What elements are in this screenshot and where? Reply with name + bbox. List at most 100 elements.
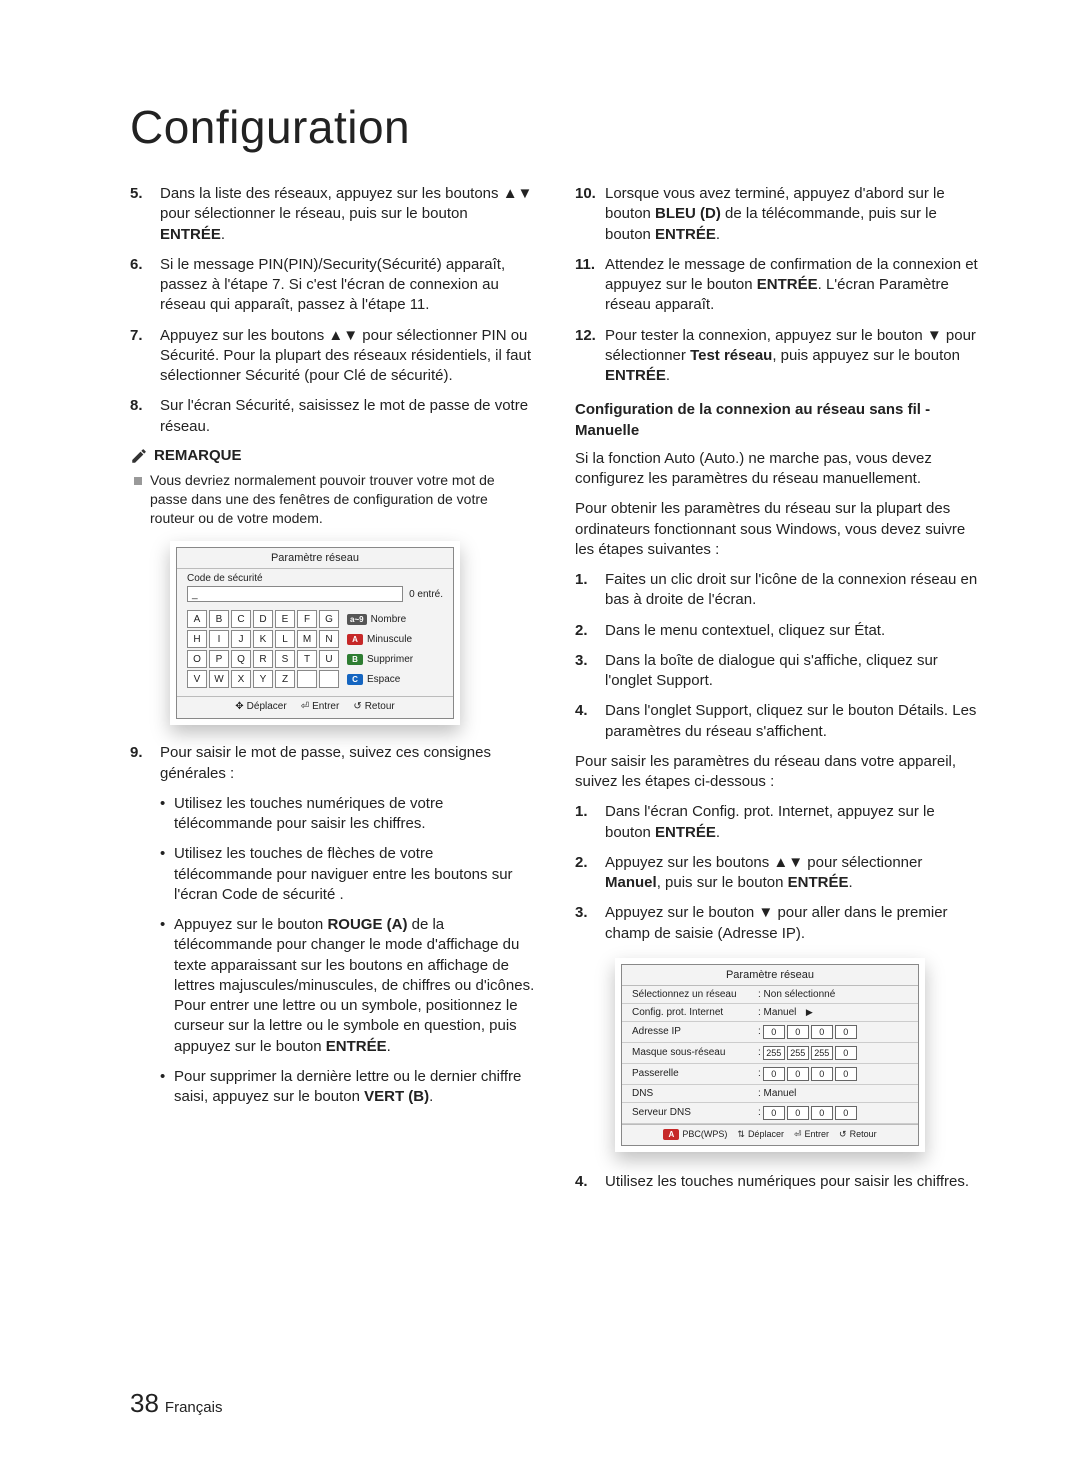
dialog-footer: A PBC(WPS) ⇅ Déplacer ⏎ Entrer ↺ Retour (622, 1124, 918, 1145)
dialog-title: Paramètre réseau (177, 548, 453, 569)
dns-value[interactable]: : Manuel (758, 1088, 908, 1099)
step-number: 4. (575, 1172, 605, 1192)
sub-text: Pour supprimer la dernière lettre ou le … (174, 1067, 535, 1108)
key-V[interactable]: V (187, 670, 207, 688)
step-number: 3. (575, 651, 605, 692)
step-number: 6. (130, 255, 160, 316)
legend-row: B Supprimer (347, 650, 413, 668)
dot-icon: • (160, 794, 174, 835)
legend-tag-icon: B (347, 654, 363, 665)
legend-row: AMinuscule (347, 630, 413, 648)
subheading: Configuration de la connexion au réseau … (575, 400, 980, 441)
step-number: 5. (130, 184, 160, 245)
chevron-right-icon: ▶ (806, 1007, 813, 1018)
ip-value[interactable]: : 0000 (758, 1025, 908, 1039)
step-text: Sur l'écran Sécurité, saisissez le mot d… (160, 396, 535, 437)
key-E[interactable]: E (275, 610, 295, 628)
key-R[interactable]: R (253, 650, 273, 668)
step-number: 10. (575, 184, 605, 245)
return-hint: ↺ Retour (839, 1129, 877, 1140)
key-U[interactable]: U (319, 650, 339, 668)
key-Z[interactable]: Z (275, 670, 295, 688)
key-I[interactable]: I (209, 630, 229, 648)
key-O[interactable]: O (187, 650, 207, 668)
dns-server-label: Serveur DNS (632, 1107, 752, 1118)
paragraph: Pour saisir les paramètres du réseau dan… (575, 752, 980, 793)
step-text: Pour saisir le mot de passe, suivez ces … (160, 743, 535, 784)
step-number: 2. (575, 621, 605, 641)
key-Y[interactable]: Y (253, 670, 273, 688)
remark-bullet: Vous devriez normalement pouvoir trouver… (130, 471, 535, 528)
key-G[interactable]: G (319, 610, 339, 628)
key-P[interactable]: P (209, 650, 229, 668)
legend-label: Supprimer (367, 654, 413, 665)
enter-hint: ⏎ Entrer (301, 701, 340, 712)
key-Q[interactable]: Q (231, 650, 251, 668)
step-number: 12. (575, 326, 605, 387)
legend-label: Minuscule (367, 634, 412, 645)
legend-row: a~9Nombre (347, 610, 413, 628)
step-7: 7. Appuyez sur les boutons ▲▼ pour sélec… (130, 326, 535, 387)
gateway-value[interactable]: : 0000 (758, 1067, 908, 1081)
step-text: Appuyez sur le bouton ▼ pour aller dans … (605, 903, 980, 944)
step-text: Dans la boîte de dialogue qui s'affiche,… (605, 651, 980, 692)
paragraph: Pour obtenir les paramètres du réseau su… (575, 499, 980, 560)
step-4b: 4. Utilisez les touches numériques pour … (575, 1172, 980, 1192)
keyboard-legend: a~9NombreAMinusculeBSupprimerCEspace (347, 610, 413, 688)
select-network-value[interactable]: : Non sélectionné (758, 989, 908, 1000)
key-J[interactable]: J (231, 630, 251, 648)
security-code-input[interactable]: _ (187, 586, 403, 602)
step-number: 11. (575, 255, 605, 316)
sub-bullet: • Appuyez sur le bouton ROUGE (A) de la … (160, 915, 535, 1057)
onscreen-keyboard[interactable]: ABCDEFG HIJKLMN OPQRSTU VWXYZ (187, 610, 339, 688)
key-C[interactable]: C (231, 610, 251, 628)
sub-text: Appuyez sur le bouton ROUGE (A) de la té… (174, 915, 535, 1057)
key-H[interactable]: H (187, 630, 207, 648)
key-B[interactable]: B (209, 610, 229, 628)
sub-bullet: • Pour supprimer la dernière lettre ou l… (160, 1067, 535, 1108)
step-5: 5. Dans la liste des réseaux, appuyez su… (130, 184, 535, 245)
ip-label: Adresse IP (632, 1026, 752, 1037)
dot-icon: • (160, 1067, 174, 1108)
two-columns: 5. Dans la liste des réseaux, appuyez su… (130, 184, 980, 1202)
key-N[interactable]: N (319, 630, 339, 648)
sub-bullet: • Utilisez les touches de flèches de vot… (160, 844, 535, 905)
step-10: 10. Lorsque vous avez terminé, appuyez d… (575, 184, 980, 245)
step-text: Dans l'onglet Support, cliquez sur le bo… (605, 701, 980, 742)
config-value[interactable]: : Manuel ▶ (758, 1007, 908, 1018)
key-blank (297, 670, 317, 688)
key-X[interactable]: X (231, 670, 251, 688)
step-text: Si le message PIN(PIN)/Security(Sécurité… (160, 255, 535, 316)
return-hint: ↺ Retour (353, 701, 394, 712)
key-L[interactable]: L (275, 630, 295, 648)
sub-bullet: • Utilisez les touches numériques de vot… (160, 794, 535, 835)
step-8: 8. Sur l'écran Sécurité, saisissez le mo… (130, 396, 535, 437)
dialog-title: Paramètre réseau (622, 965, 918, 986)
sub-text: Utilisez les touches de flèches de votre… (174, 844, 535, 905)
select-network-label: Sélectionnez un réseau (632, 989, 752, 1000)
dns-server-value[interactable]: : 0000 (758, 1106, 908, 1120)
dialog-footer: ✥ Déplacer ⏎ Entrer ↺ Retour (177, 696, 453, 718)
pbc-hint: A PBC(WPS) (663, 1129, 727, 1140)
legend-label: Nombre (371, 614, 407, 625)
step-number: 4. (575, 701, 605, 742)
key-T[interactable]: T (297, 650, 317, 668)
mask-value[interactable]: : 2552552550 (758, 1046, 908, 1060)
key-D[interactable]: D (253, 610, 273, 628)
key-A[interactable]: A (187, 610, 207, 628)
step-number: 3. (575, 903, 605, 944)
step-4a: 4. Dans l'onglet Support, cliquez sur le… (575, 701, 980, 742)
gateway-label: Passerelle (632, 1068, 752, 1079)
key-F[interactable]: F (297, 610, 317, 628)
key-S[interactable]: S (275, 650, 295, 668)
step-number: 9. (130, 743, 160, 784)
remark-label: REMARQUE (154, 447, 242, 464)
step-11: 11. Attendez le message de confirmation … (575, 255, 980, 316)
key-M[interactable]: M (297, 630, 317, 648)
step-text: Appuyez sur les boutons ▲▼ pour sélectio… (605, 853, 980, 894)
step-text: Appuyez sur les boutons ▲▼ pour sélectio… (160, 326, 535, 387)
key-W[interactable]: W (209, 670, 229, 688)
enter-hint: ⏎ Entrer (794, 1129, 829, 1140)
key-K[interactable]: K (253, 630, 273, 648)
step-number: 1. (575, 570, 605, 611)
